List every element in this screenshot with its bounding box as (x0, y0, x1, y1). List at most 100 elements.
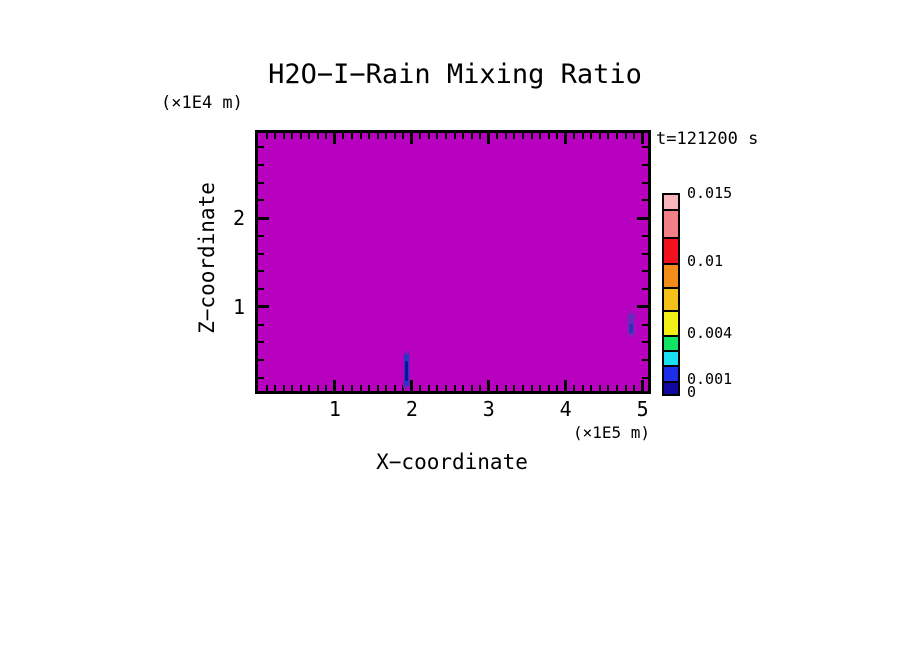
z-major-tick (258, 305, 269, 309)
x-minor-tick (598, 133, 601, 139)
x-minor-tick (316, 385, 319, 391)
x-minor-tick (633, 385, 636, 391)
x-minor-tick (274, 385, 277, 391)
z-minor-tick (258, 288, 264, 291)
x-minor-tick (368, 385, 371, 391)
x-minor-tick (530, 133, 533, 139)
x-minor-tick (581, 385, 584, 391)
x-axis-title: X−coordinate (376, 450, 528, 474)
x-minor-tick (521, 133, 524, 139)
x-minor-tick (547, 133, 550, 139)
x-minor-tick (308, 385, 311, 391)
colorbar-segment (664, 350, 678, 365)
x-major-tick (410, 380, 414, 391)
x-minor-tick (573, 133, 576, 139)
x-minor-tick (316, 133, 319, 139)
x-minor-tick (598, 385, 601, 391)
x-minor-tick (282, 385, 285, 391)
z-minor-tick (642, 341, 648, 344)
x-minor-tick (624, 385, 627, 391)
x-minor-tick (530, 385, 533, 391)
x-minor-tick (453, 133, 456, 139)
colorbar-segment (664, 381, 678, 394)
x-minor-tick (445, 385, 448, 391)
x-tick-label: 5 (636, 397, 649, 421)
x-minor-tick (496, 385, 499, 391)
rain-wisp-aloft (629, 324, 634, 333)
x-minor-tick (556, 385, 559, 391)
x-minor-tick (325, 385, 328, 391)
x-minor-tick (265, 385, 268, 391)
x-minor-tick (376, 385, 379, 391)
z-axis-unit-label: (×1E4 m) (161, 93, 243, 113)
plot-title: H2O−I−Rain Mixing Ratio (268, 59, 642, 90)
z-minor-tick (642, 234, 648, 237)
x-tick-label: 3 (482, 397, 495, 421)
x-minor-tick (479, 385, 482, 391)
x-minor-tick (470, 385, 473, 391)
x-minor-tick (274, 133, 277, 139)
colorbar-tick-label: 0.004 (687, 324, 733, 342)
z-minor-tick (642, 252, 648, 255)
x-minor-tick (368, 133, 371, 139)
z-major-tick (637, 216, 648, 220)
z-tick-label: 2 (232, 206, 245, 231)
x-minor-tick (402, 133, 405, 139)
x-minor-tick (615, 133, 618, 139)
z-axis-title: Z−coordinate (195, 182, 219, 334)
x-minor-tick (513, 385, 516, 391)
z-minor-tick (258, 252, 264, 255)
x-minor-tick (607, 133, 610, 139)
z-minor-tick (258, 376, 264, 379)
z-major-tick (258, 216, 269, 220)
x-minor-tick (342, 385, 345, 391)
x-minor-tick (351, 385, 354, 391)
x-major-tick (641, 133, 645, 144)
x-minor-tick (385, 133, 388, 139)
x-minor-tick (427, 133, 430, 139)
x-minor-tick (462, 385, 465, 391)
x-major-tick (641, 380, 645, 391)
x-minor-tick (393, 385, 396, 391)
x-major-tick (564, 380, 568, 391)
x-minor-tick (299, 385, 302, 391)
z-minor-tick (258, 199, 264, 202)
colorbar (662, 193, 680, 396)
x-minor-tick (325, 133, 328, 139)
x-minor-tick (462, 133, 465, 139)
x-minor-tick (624, 133, 627, 139)
x-minor-tick (359, 133, 362, 139)
plot-area (255, 130, 651, 394)
z-minor-tick (642, 358, 648, 361)
x-minor-tick (419, 385, 422, 391)
x-tick-label: 4 (559, 397, 572, 421)
x-minor-tick (556, 133, 559, 139)
x-minor-tick (590, 385, 593, 391)
z-minor-tick (642, 181, 648, 184)
x-major-tick (564, 133, 568, 144)
x-minor-tick (436, 133, 439, 139)
x-minor-tick (581, 133, 584, 139)
x-minor-tick (299, 133, 302, 139)
x-minor-tick (291, 385, 294, 391)
z-minor-tick (258, 163, 264, 166)
x-minor-tick (513, 133, 516, 139)
x-major-tick (487, 380, 491, 391)
colorbar-segment (664, 335, 678, 350)
z-minor-tick (642, 323, 648, 326)
rain-streak-near-surface (404, 361, 408, 382)
colorbar-tick-label: 0.001 (687, 370, 733, 388)
colorbar-segment (664, 310, 678, 335)
x-minor-tick (419, 133, 422, 139)
x-minor-tick (504, 385, 507, 391)
x-minor-tick (521, 385, 524, 391)
z-minor-tick (642, 163, 648, 166)
z-minor-tick (642, 376, 648, 379)
x-minor-tick (573, 385, 576, 391)
x-minor-tick (607, 385, 610, 391)
x-minor-tick (504, 133, 507, 139)
x-minor-tick (427, 385, 430, 391)
x-tick-label: 1 (328, 397, 341, 421)
colorbar-segment (664, 195, 678, 209)
x-minor-tick (436, 385, 439, 391)
